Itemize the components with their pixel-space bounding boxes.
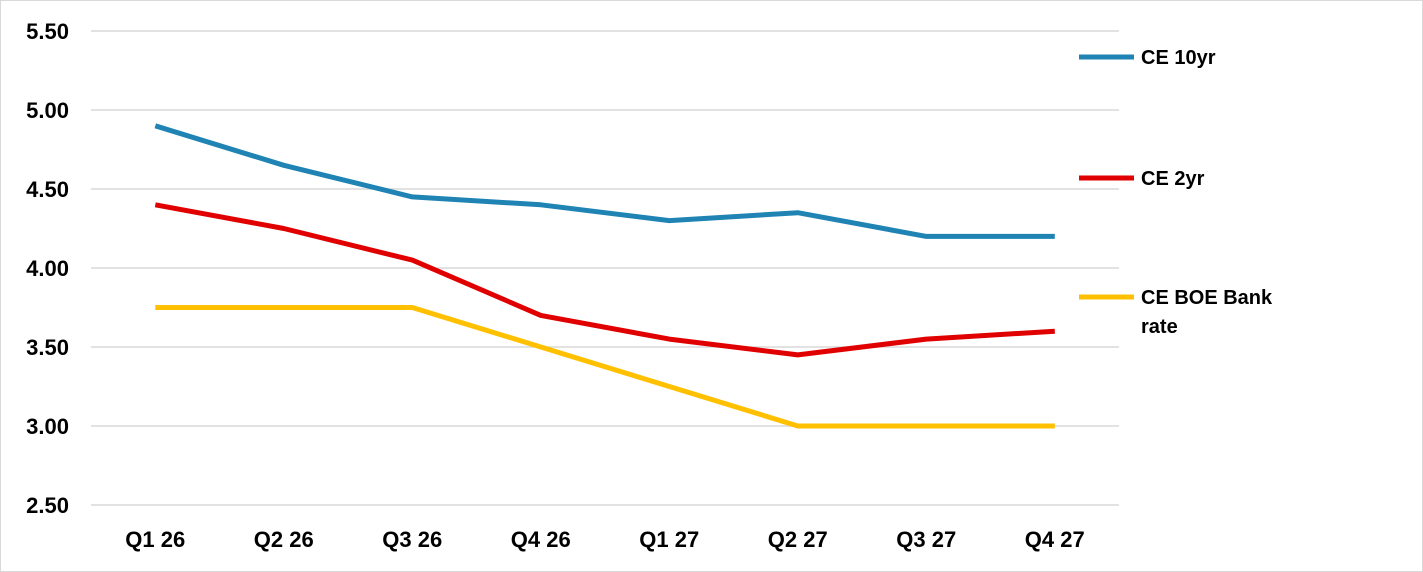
x-tick-label: Q4 26: [511, 527, 571, 552]
legend-label: rate: [1141, 316, 1178, 338]
x-tick-label: Q2 26: [254, 527, 314, 552]
y-axis-ticks: 2.50 3.00 3.50 4.00 4.50 5.00 5.50: [26, 19, 69, 518]
x-tick-label: Q1 26: [125, 527, 185, 552]
legend: CE 10yr CE 2yr CE BOE Bank rate: [1079, 47, 1273, 338]
y-tick-label: 5.50: [26, 19, 69, 44]
y-tick-label: 3.00: [26, 414, 69, 439]
legend-label: CE 10yr: [1141, 47, 1216, 69]
legend-label: CE BOE Bank: [1141, 287, 1273, 309]
series-line-1: [154, 202, 1055, 358]
y-tick-label: 2.50: [26, 493, 69, 518]
y-tick-label: 5.00: [26, 98, 69, 123]
x-tick-label: Q3 26: [382, 527, 442, 552]
x-tick-label: Q2 27: [768, 527, 828, 552]
legend-label: CE 2yr: [1141, 168, 1205, 190]
x-tick-label: Q3 27: [896, 527, 956, 552]
series-line-2: [155, 305, 1055, 429]
x-axis-ticks: Q1 26 Q2 26 Q3 26 Q4 26 Q1 27 Q2 27 Q3 27 Q4 27: [125, 527, 1084, 552]
series-line-0: [154, 123, 1055, 239]
series-lines: [154, 123, 1055, 429]
y-tick-label: 4.00: [26, 256, 69, 281]
y-tick-label: 4.50: [26, 177, 69, 202]
x-tick-label: Q1 27: [639, 527, 699, 552]
gridlines: [91, 30, 1119, 506]
x-tick-label: Q4 27: [1025, 527, 1085, 552]
y-tick-label: 3.50: [26, 335, 69, 360]
